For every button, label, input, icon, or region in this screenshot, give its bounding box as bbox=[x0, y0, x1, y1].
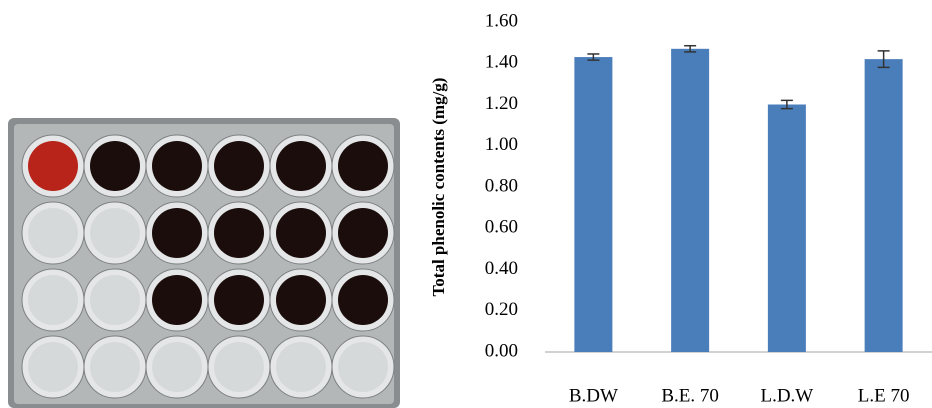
well bbox=[152, 208, 202, 258]
x-tick-label: L.E 70 bbox=[858, 385, 910, 406]
well bbox=[214, 208, 264, 258]
bar bbox=[574, 57, 612, 352]
well bbox=[276, 208, 326, 258]
page: Total phenolic contents (mg/g) 0.00 0.20 0… bbox=[0, 0, 932, 408]
well bbox=[214, 342, 264, 392]
well bbox=[28, 342, 78, 392]
well bbox=[338, 141, 388, 191]
well bbox=[28, 275, 78, 325]
y-tick-label: 0.40 bbox=[485, 258, 518, 279]
well bbox=[152, 275, 202, 325]
bar bbox=[865, 59, 903, 352]
well bbox=[276, 275, 326, 325]
y-axis-label: Total phenolic contents (mg/g) bbox=[429, 78, 448, 297]
y-tick-label: 1.40 bbox=[485, 52, 518, 73]
y-tick-label: 0.00 bbox=[485, 340, 518, 361]
well bbox=[28, 141, 78, 191]
well bbox=[338, 342, 388, 392]
x-tick-label: B.E. 70 bbox=[661, 385, 719, 406]
well bbox=[152, 141, 202, 191]
well bbox=[338, 275, 388, 325]
x-tick-label: B.DW bbox=[569, 385, 618, 406]
well bbox=[90, 208, 140, 258]
y-tick-label: 0.20 bbox=[485, 299, 518, 320]
well bbox=[214, 141, 264, 191]
y-tick-label: 1.20 bbox=[485, 93, 518, 114]
well bbox=[90, 275, 140, 325]
bar bbox=[671, 49, 709, 352]
well bbox=[338, 208, 388, 258]
well bbox=[28, 208, 78, 258]
y-tick-label: 1.60 bbox=[485, 10, 518, 31]
well bbox=[90, 342, 140, 392]
y-tick-label: 0.60 bbox=[485, 217, 518, 238]
y-tick-label: 0.80 bbox=[485, 175, 518, 196]
y-tick-label: 1.00 bbox=[485, 134, 518, 155]
well bbox=[276, 342, 326, 392]
well bbox=[152, 342, 202, 392]
x-tick-label: L.D.W bbox=[760, 385, 813, 406]
bar bbox=[768, 105, 806, 353]
well bbox=[276, 141, 326, 191]
well-plate-photo bbox=[8, 118, 400, 408]
well bbox=[214, 275, 264, 325]
well bbox=[90, 141, 140, 191]
